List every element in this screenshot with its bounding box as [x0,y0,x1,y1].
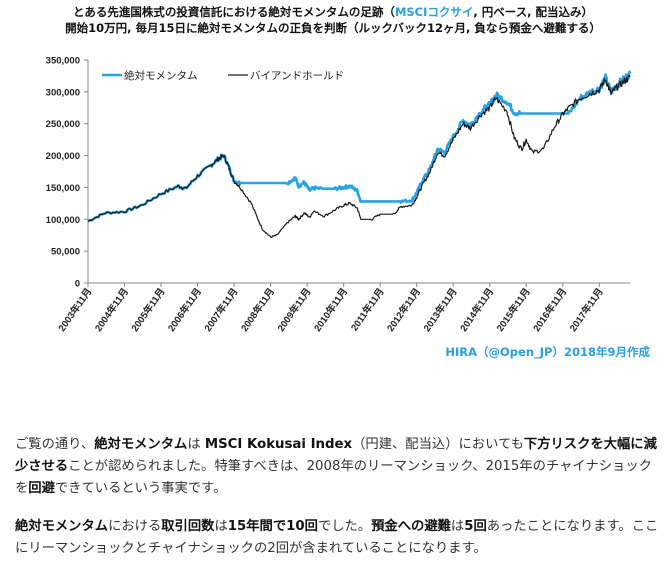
title-accent: MSCIコクサイ [394,5,474,19]
series-line-buyhold [87,74,631,238]
y-tick-label: 0 [75,279,80,290]
p2-run-0: 絶対モメンタム [15,519,109,534]
line-chart: 0 50,000 100,000 150,000 200,000 250,000 300,0… [46,56,632,334]
p1-run-3: MSCI Kokusai Index [204,437,353,452]
p1-run-2: は [187,437,205,452]
p1-run-5: 下方リスクを大幅に減少させる [15,437,657,474]
p2-run-3: は [214,519,228,534]
x-tick-label: 2012年11月 [385,286,424,334]
y-tick-label: 200,000 [46,151,80,162]
p1-run-4: （円建、配当込）においても [352,437,524,452]
chart-subtitle: 開始10万円, 毎月15日に絶対モメンタムの正負を判断（ルックバック12ヶ月, … [65,21,601,35]
chart-title: とある先進国株式の投資信託における絶対モメンタムの足跡（MSCIコクサイ, 円ベ… [0,4,666,36]
x-tick-label: 2006年11月 [165,286,204,334]
p1-run-8: できているという事実です。 [54,481,227,496]
p2-run-9: あったことになります。ここにリーマンショックとチャイナショックの2回が含まれてい… [15,519,659,556]
x-tick-label: 2009年11月 [275,286,314,334]
x-tick-label: 2016年11月 [531,286,570,334]
p1-run-7: 回避 [28,481,55,496]
p2-run-2: 取引回数 [161,519,215,534]
chart-title-line1: とある先進国株式の投資信託における絶対モメンタムの足跡（MSCIコクサイ, 円ベ… [0,4,666,20]
p1-run-0: ご覧の通り、 [15,437,95,452]
p2-run-1: における [108,519,162,534]
p1-run-1: 絶対モメンタム [94,437,188,452]
x-tick-label: 2005年11月 [129,286,168,334]
legend-label-momentum: 絶対モメンタム [124,69,198,82]
x-tick-label: 2008年11月 [238,286,277,334]
p2-run-8: 5回 [464,519,487,534]
paragraph-trades: 絶対モメンタムにおける取引回数は15年間で10回でした。預金への避難は5回あった… [15,516,660,560]
y-tick-label: 300,000 [46,87,80,98]
series-line-momentum [87,70,632,223]
y-tick-label: 100,000 [46,215,80,226]
title-suffix: , 円ベース, 配当込み） [473,5,594,19]
x-tick-label: 2004年11月 [92,286,131,334]
title-prefix: とある先進国株式の投資信託における絶対モメンタムの足跡（ [72,5,395,19]
legend-label-buyhold: バイアンドホールド [250,70,344,82]
paragraph-summary: ご覧の通り、絶対モメンタムは MSCI Kokusai Index（円建、配当込… [15,434,660,500]
x-tick-label: 2003年11月 [56,286,95,334]
y-tick-label: 350,000 [46,56,80,67]
p1-run-6: ことが認められました。特筆すべきは、2008年のリーマンショック、2015年のチ… [15,459,652,496]
y-tick-label: 150,000 [46,183,80,194]
x-tick-label: 2015年11月 [494,286,533,334]
p2-run-6: 預金への避難 [371,519,451,534]
y-tick-label: 250,000 [46,119,80,130]
x-tick-label: 2014年11月 [458,286,497,334]
x-tick-label: 2007年11月 [202,286,241,334]
p2-run-5: でした。 [317,519,372,534]
p2-run-7: は [450,519,465,534]
x-tick-label: 2017年11月 [567,286,606,334]
x-tick-label: 2010年11月 [312,286,351,334]
x-tick-label: 2011年11月 [348,286,386,334]
p2-run-4: 15年間で10回 [227,519,318,534]
y-tick-label: 50,000 [51,247,80,258]
x-tick-label: 2013年11月 [421,286,460,334]
chart-credit: HIRA（@Open_JP）2018年9月作成 [445,345,650,359]
